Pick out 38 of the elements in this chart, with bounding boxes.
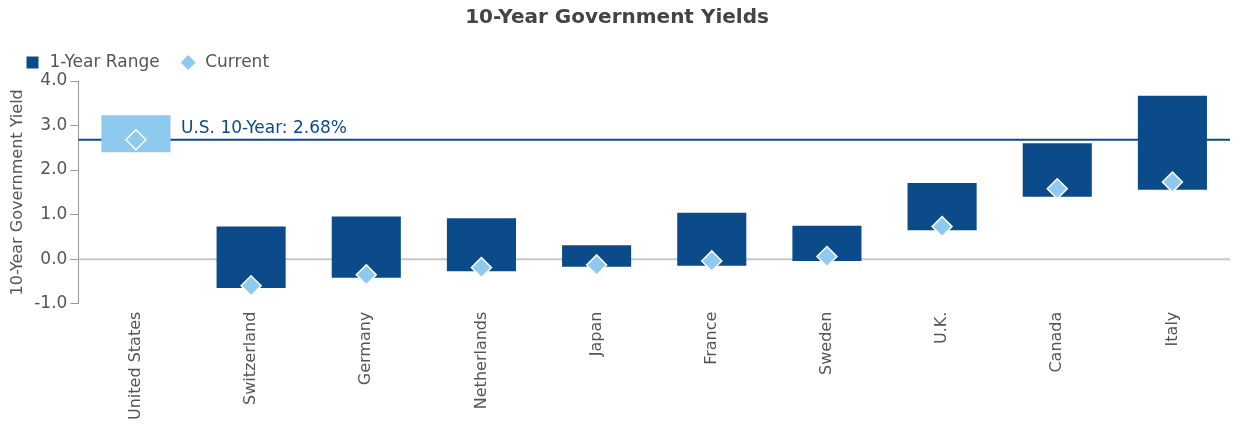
- x-tick-label: U.K.: [931, 311, 951, 345]
- bar: [101, 115, 171, 153]
- bar: [677, 212, 747, 266]
- x-tick-label: Italy: [1161, 311, 1181, 347]
- x-tick-label: Canada: [1046, 311, 1066, 373]
- point: [931, 215, 953, 238]
- x-tick-label: Netherlands: [470, 311, 490, 410]
- y-tick-label: -1.0: [34, 292, 68, 313]
- point: [701, 250, 723, 272]
- x-tick-label: Sweden: [816, 311, 836, 375]
- point: [1161, 171, 1184, 193]
- bar: [792, 225, 862, 261]
- y-tick-label: 3.0: [40, 113, 68, 134]
- point: [355, 263, 378, 286]
- x-tick-label: Switzerland: [240, 311, 260, 405]
- bar: [331, 216, 401, 278]
- y-axis-title: 10-Year Government Yield: [6, 89, 26, 296]
- x-tick-label: France: [700, 311, 720, 365]
- point: [816, 245, 838, 268]
- bar: [216, 226, 286, 289]
- ref-line-label: U.S. 10-Year: 2.68%: [180, 116, 347, 137]
- x-tick-label: United States: [125, 311, 145, 420]
- point: [240, 275, 262, 297]
- y-tick-label: 1.0: [40, 203, 68, 224]
- y-tick-label: 2.0: [40, 158, 68, 179]
- point: [1046, 178, 1069, 200]
- point: [470, 256, 493, 279]
- chart-title: 10-Year Government Yields: [465, 4, 769, 29]
- bar: [907, 182, 977, 231]
- legend-label: Current: [205, 50, 270, 71]
- y-tick-label: 4.0: [40, 69, 68, 90]
- bar: [446, 218, 516, 272]
- point: [585, 254, 608, 276]
- y-tick-label: 0.0: [40, 247, 68, 268]
- x-tick-label: Japan: [585, 311, 605, 358]
- bar: [1022, 143, 1092, 197]
- x-tick-label: Germany: [355, 311, 375, 386]
- legend-label: 1-Year Range: [49, 50, 160, 71]
